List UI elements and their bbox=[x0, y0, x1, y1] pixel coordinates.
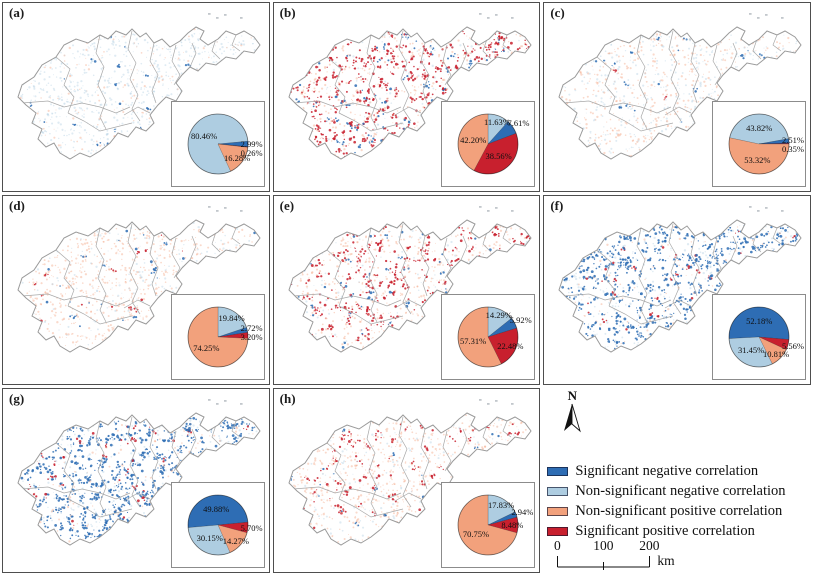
scale-tick-0: 0 bbox=[553, 538, 561, 553]
pie-inset-e: 14.29% 5.92% 22.48% 57.31% bbox=[441, 294, 536, 380]
map-panel-c: (c) 43.82% 2.51% 0.35% 53.32% bbox=[543, 2, 811, 192]
pie-inset-a: 80.46% 2.99% 0.26% 16.28% bbox=[170, 101, 265, 187]
panel-label-a: (a) bbox=[9, 5, 25, 20]
legend: Significant negative correlation Non-sig… bbox=[547, 460, 786, 543]
legend-item-significant-negative: Significant negative correlation bbox=[547, 463, 785, 480]
legend-swatch-non-significant-negative bbox=[547, 487, 569, 496]
scale-tick-100: 100 bbox=[593, 538, 614, 553]
map-panel-g: (g) 49.88% 5.70% 14.27% 30.15% bbox=[2, 388, 270, 573]
panel-label-g: (g) bbox=[9, 391, 25, 406]
legend-label: Non-significant negative correlation bbox=[575, 483, 786, 499]
legend-cell: N Significant negative correlation Non-s… bbox=[543, 388, 811, 573]
pie-chart-d bbox=[185, 305, 250, 369]
legend-swatch-non-significant-positive bbox=[547, 507, 569, 516]
pie-chart-e bbox=[456, 305, 521, 369]
map-panel-h: (h) 17.83% 2.94% 8.48% 70.75% bbox=[272, 388, 541, 573]
map-panel-e: (e) 14.29% 5.92% 22.48% 57.31% bbox=[272, 195, 541, 385]
scale-bar: 0 100 200 km bbox=[549, 538, 719, 572]
map-panel-d: (d) 19.84% 2.72% 3.20% 74.25% bbox=[2, 195, 270, 385]
panel-label-b: (b) bbox=[279, 5, 296, 20]
legend-label: Significant negative correlation bbox=[575, 463, 759, 479]
legend-item-significant-positive: Significant positive correlation bbox=[547, 523, 785, 540]
pie-inset-f: 52.18% 5.56% 10.81% 31.45% bbox=[711, 294, 806, 380]
pie-inset-b: 11.63% 7.61% 38.56% 42.20% bbox=[441, 101, 536, 187]
panel-label-f: (f) bbox=[550, 198, 564, 213]
legend-label: Significant positive correlation bbox=[575, 523, 755, 539]
legend-swatch-significant-negative bbox=[547, 467, 569, 476]
panel-label-h: (h) bbox=[279, 391, 296, 406]
pie-chart-a bbox=[185, 112, 250, 176]
north-label: N bbox=[567, 388, 578, 403]
panel-label-e: (e) bbox=[279, 198, 295, 213]
legend-label: Non-significant positive correlation bbox=[575, 503, 783, 519]
legend-swatch-significant-positive bbox=[547, 527, 569, 536]
pie-inset-h: 17.83% 2.94% 8.48% 70.75% bbox=[441, 482, 536, 568]
map-panel-a: (a) 80.46% 2.99% 0.26% 16.28% bbox=[2, 2, 270, 192]
panel-label-d: (d) bbox=[9, 198, 25, 213]
pie-inset-d: 19.84% 2.72% 3.20% 74.25% bbox=[170, 294, 265, 380]
pie-chart-c bbox=[726, 112, 791, 176]
scale-unit: km bbox=[657, 553, 675, 568]
north-arrow: N bbox=[559, 388, 585, 438]
scale-bar-bracket bbox=[557, 556, 651, 570]
pie-inset-g: 49.88% 5.70% 14.27% 30.15% bbox=[170, 482, 265, 568]
map-panel-f: (f) 52.18% 5.56% 10.81% 31.45% bbox=[543, 195, 811, 385]
pie-inset-c: 43.82% 2.51% 0.35% 53.32% bbox=[711, 101, 806, 187]
map-panel-b: (b) 11.63% 7.61% 38.56% 42.20% bbox=[272, 2, 541, 192]
pie-chart-g bbox=[185, 493, 250, 557]
legend-item-non-significant-positive: Non-significant positive correlation bbox=[547, 503, 785, 520]
legend-item-non-significant-negative: Non-significant negative correlation bbox=[547, 483, 786, 500]
north-arrow-icon bbox=[564, 403, 582, 433]
pie-chart-f bbox=[726, 305, 791, 369]
panel-label-c: (c) bbox=[550, 5, 565, 20]
pie-chart-b bbox=[456, 112, 521, 176]
pie-chart-h bbox=[456, 493, 521, 557]
scale-tick-200: 200 bbox=[639, 538, 660, 553]
